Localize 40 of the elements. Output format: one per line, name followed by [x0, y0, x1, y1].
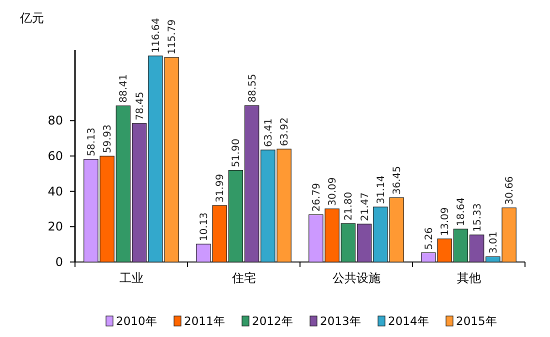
data-label: 31.99 [215, 174, 226, 202]
y-tick-label: 20 [48, 220, 63, 234]
y-tick-label: 40 [48, 184, 63, 198]
x-tick-label: 公共设施 [332, 271, 380, 285]
y-axis-title: 亿元 [19, 11, 44, 25]
data-label: 10.13 [198, 212, 210, 242]
data-label: 5.26 [424, 227, 435, 250]
data-label: 59.93 [102, 124, 114, 154]
legend-label: 2010年 [116, 314, 158, 328]
data-label: 63.92 [280, 117, 291, 146]
data-label: 21.80 [344, 192, 355, 220]
x-tick-label: 其他 [456, 271, 481, 285]
data-label: 116.64 [150, 18, 162, 53]
legend-label: 2011年 [184, 314, 226, 328]
data-label: 115.79 [167, 19, 178, 54]
data-label: 18.64 [456, 197, 468, 226]
data-label: 63.41 [263, 118, 274, 147]
data-label: 58.13 [86, 128, 98, 156]
legend-label: 2014年 [388, 314, 430, 328]
data-label: 51.90 [231, 138, 242, 168]
legend-label: 2015年 [456, 314, 498, 328]
data-label: 31.14 [376, 175, 387, 204]
legend-label: 2013年 [320, 314, 362, 328]
data-label: 36.45 [392, 166, 404, 195]
data-label: 30.09 [328, 177, 339, 206]
data-label: 88.55 [247, 74, 258, 103]
y-tick-label: 80 [48, 114, 63, 128]
data-label: 3.01 [488, 231, 500, 254]
x-tick-label: 住宅 [230, 271, 256, 285]
y-tick-label: 60 [48, 149, 63, 163]
data-label: 13.09 [440, 207, 452, 236]
x-tick-label: 工业 [119, 271, 144, 285]
data-label: 26.79 [311, 183, 322, 212]
data-label: 78.45 [134, 92, 146, 120]
legend-label: 2012年 [252, 314, 294, 328]
data-label: 21.47 [360, 192, 371, 222]
y-tick-label: 0 [55, 255, 63, 269]
data-label: 30.66 [504, 176, 516, 205]
data-label: 88.41 [118, 74, 130, 103]
data-label: 15.33 [472, 203, 484, 232]
